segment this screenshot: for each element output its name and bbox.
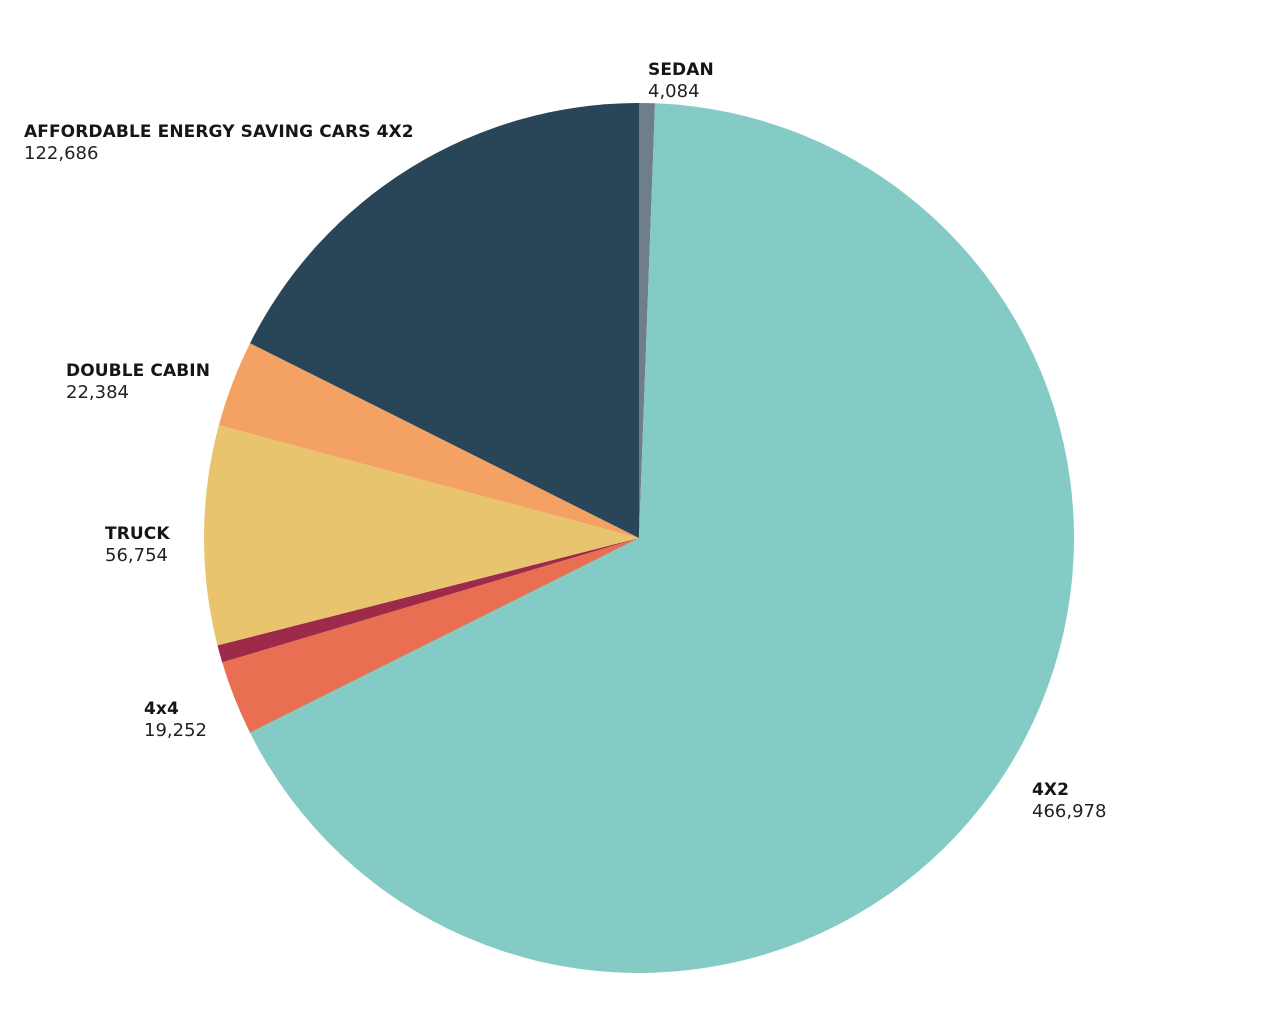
label-4x4-name: 4x4	[144, 699, 179, 719]
pie-slice-double-cabin	[218, 343, 639, 538]
label-affordable-name: AFFORDABLE ENERGY SAVING CARS 4X2	[24, 122, 414, 142]
label-4x2-name: 4X2	[1032, 780, 1070, 800]
label-4x2-value: 466,978	[1032, 801, 1107, 822]
label-affordable: AFFORDABLE ENERGY SAVING CARS 4X2 122,68…	[24, 122, 414, 164]
pie-slice-4x2	[249, 103, 1075, 974]
label-sedan-value: 4,084	[648, 81, 700, 102]
label-4x2: 4X2 466,978	[1032, 780, 1106, 822]
pie-slice-truck	[204, 425, 639, 646]
pie-slice-4x4	[222, 538, 639, 733]
label-4x4: 4x4 19,252	[144, 699, 207, 741]
label-sedan: SEDAN 4,084	[648, 60, 714, 102]
label-double-cabin-value: 22,384	[66, 382, 129, 403]
label-truck-value: 56,754	[105, 545, 168, 566]
pie-slice-affordable-energy-saving-cars-4x2	[250, 103, 640, 538]
label-4x4-value: 19,252	[144, 720, 207, 741]
label-truck: TRUCK 56,754	[105, 524, 170, 566]
label-sedan-name: SEDAN	[648, 60, 714, 80]
label-truck-name: TRUCK	[105, 524, 170, 544]
pie-slice-unlabeled	[217, 538, 639, 663]
label-affordable-value: 122,686	[24, 143, 99, 164]
label-double-cabin-name: DOUBLE CABIN	[66, 361, 211, 381]
pie-slice-sedan	[639, 103, 656, 538]
label-double-cabin: DOUBLE CABIN 22,384	[66, 361, 210, 403]
